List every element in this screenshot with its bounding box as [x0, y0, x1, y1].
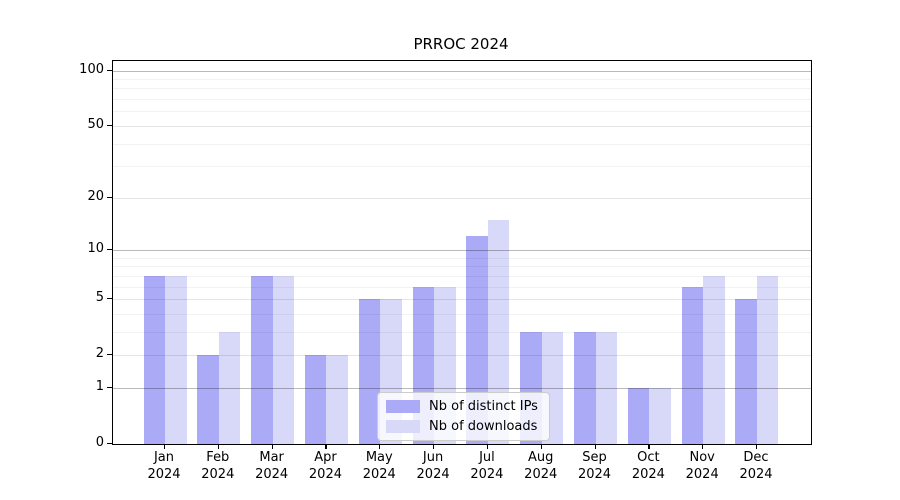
x-tick-label-jul: Jul 2024	[470, 450, 504, 482]
x-tick-mark-sep	[594, 444, 596, 449]
x-tick-label-feb: Feb 2024	[201, 450, 235, 482]
x-tick-label-dec: Dec 2024	[739, 450, 773, 482]
bar-downloads-jan	[165, 275, 187, 444]
x-tick-mark-oct	[648, 444, 650, 449]
bar-ips-dec	[735, 299, 757, 444]
gridline-5	[113, 299, 811, 301]
x-tick-mark-feb	[217, 444, 219, 449]
gridline-80	[113, 88, 811, 90]
x-tick-mark-aug	[540, 444, 542, 449]
gridline-4	[113, 313, 811, 315]
x-tick-label-mar: Mar 2024	[255, 450, 289, 482]
x-tick-label-jan: Jan 2024	[147, 450, 181, 482]
chart-title: PRROC 2024	[413, 35, 509, 53]
gridline-8	[113, 266, 811, 268]
y-tick-mark-10	[107, 248, 112, 251]
legend: Nb of distinct IPs Nb of downloads	[377, 392, 550, 441]
x-tick-label-nov: Nov 2024	[685, 450, 719, 482]
bar-downloads-dec	[756, 275, 779, 444]
legend-item-distinct-ips: Nb of distinct IPs	[386, 398, 538, 415]
y-tick-label-2: 2	[95, 346, 104, 362]
gridline-90	[113, 79, 811, 81]
plot-area	[112, 60, 812, 445]
x-tick-mark-jul	[486, 444, 489, 449]
gridline-30	[113, 166, 811, 168]
bar-ips-jan	[143, 275, 165, 444]
gridline-6	[113, 286, 811, 288]
gridline-1	[113, 387, 811, 389]
gridline-100	[113, 70, 811, 72]
gridline-70	[113, 99, 811, 101]
bar-downloads-oct	[649, 387, 671, 444]
bar-ips-apr	[304, 355, 327, 444]
legend-label-distinct-ips: Nb of distinct IPs	[429, 399, 538, 414]
x-tick-mark-nov	[702, 444, 704, 449]
bar-downloads-mar	[272, 275, 295, 444]
x-tick-label-apr: Apr 2024	[308, 450, 342, 482]
x-tick-label-oct: Oct 2024	[631, 450, 665, 482]
y-tick-mark-5	[107, 298, 112, 300]
gridline-20	[113, 197, 811, 199]
y-tick-mark-0	[107, 443, 112, 445]
y-tick-mark-20	[107, 196, 112, 198]
y-tick-label-100: 100	[79, 61, 104, 77]
x-tick-mark-may	[379, 444, 381, 449]
x-tick-label-aug: Aug 2024	[524, 450, 558, 482]
y-tick-label-1: 1	[95, 378, 104, 394]
y-tick-label-5: 5	[95, 290, 104, 306]
y-tick-mark-2	[107, 354, 112, 356]
legend-label-downloads: Nb of downloads	[429, 419, 538, 434]
legend-item-downloads: Nb of downloads	[386, 418, 538, 435]
gridline-40	[113, 143, 811, 145]
bar-ips-may	[358, 299, 381, 444]
gridline-2	[113, 355, 811, 357]
x-tick-mark-jun	[433, 444, 435, 449]
legend-swatch-downloads	[386, 420, 420, 433]
gridline-7	[113, 275, 811, 277]
x-tick-label-sep: Sep 2024	[577, 450, 612, 482]
y-tick-mark-100	[107, 69, 112, 71]
bar-downloads-apr	[326, 355, 348, 444]
y-tick-mark-1	[107, 386, 112, 389]
y-tick-mark-50	[107, 124, 112, 127]
x-tick-mark-apr	[325, 444, 327, 449]
gridline-60	[113, 111, 811, 113]
y-tick-label-50: 50	[87, 116, 104, 132]
bar-ips-mar	[251, 275, 273, 444]
gridline-3	[113, 331, 811, 333]
y-tick-label-20: 20	[87, 188, 104, 204]
x-tick-label-may: May 2024	[362, 450, 396, 482]
y-tick-label-10: 10	[87, 240, 104, 256]
bar-ips-nov	[681, 286, 704, 444]
bar-downloads-jul	[487, 219, 510, 444]
legend-swatch-distinct-ips	[386, 400, 420, 413]
bar-ips-sep	[574, 331, 596, 444]
bar-downloads-feb	[218, 331, 241, 444]
bar-ips-feb	[197, 355, 219, 444]
bar-downloads-sep	[595, 331, 618, 444]
x-tick-mark-mar	[271, 444, 273, 449]
gridline-50	[113, 125, 811, 127]
x-tick-label-jun: Jun 2024	[416, 450, 450, 482]
x-tick-mark-jan	[164, 444, 166, 449]
gridline-10	[113, 249, 811, 251]
y-tick-label-0: 0	[95, 435, 104, 450]
bar-downloads-nov	[703, 275, 725, 444]
gridline-9	[113, 257, 811, 259]
x-tick-mark-dec	[755, 444, 758, 449]
bar-ips-oct	[627, 387, 650, 444]
